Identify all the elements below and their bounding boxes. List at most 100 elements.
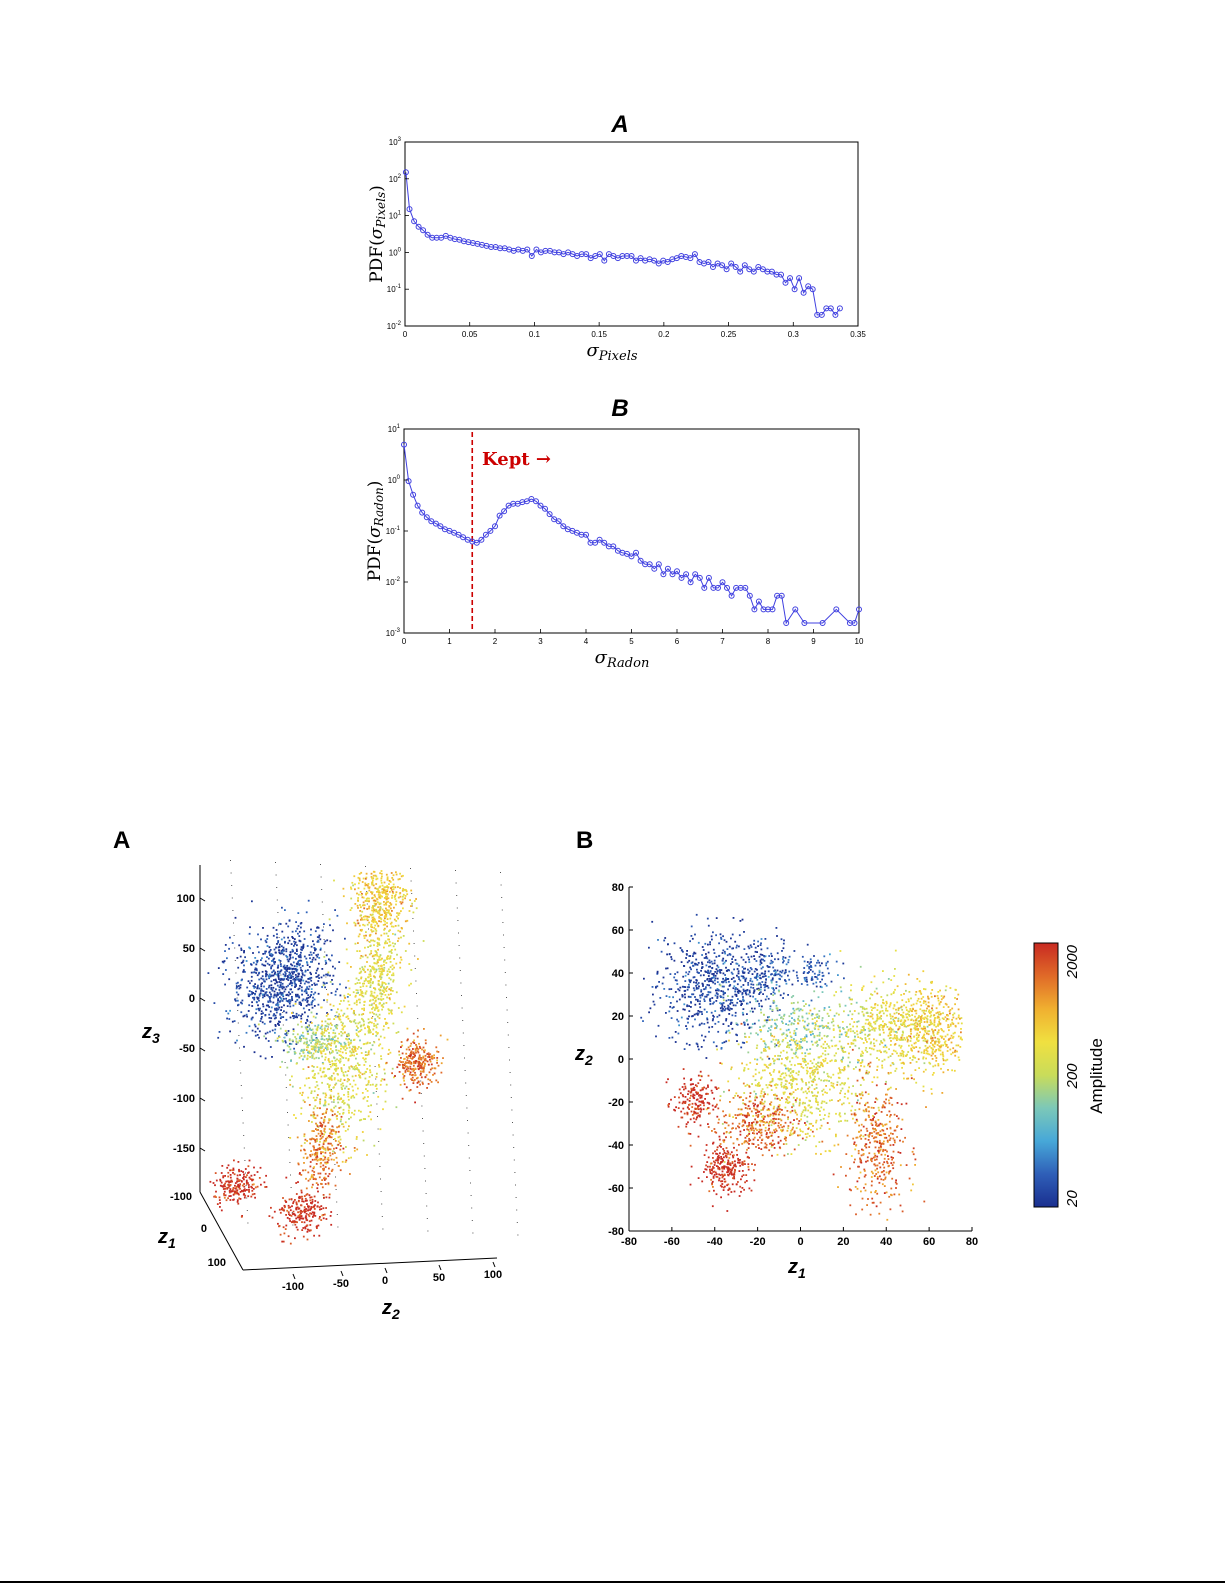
scatter-point: [401, 1044, 404, 1047]
scatter-point: [729, 1001, 732, 1004]
scatter-point: [247, 1010, 250, 1012]
scatter-point: [655, 986, 657, 989]
scatter-point: [312, 1214, 315, 1217]
scatter-point: [312, 1047, 315, 1050]
scatter-point: [330, 1109, 333, 1111]
grid-dot: [410, 880, 412, 882]
scatter-point: [373, 1041, 376, 1044]
scatter-point: [319, 1140, 321, 1143]
scatter-point: [315, 1012, 318, 1015]
scatter-point: [307, 1206, 310, 1209]
scatter-point: [373, 909, 375, 912]
scatter-point: [394, 886, 397, 889]
scatter-point: [264, 1032, 267, 1035]
scatter-point: [252, 992, 255, 994]
scatter-point: [266, 945, 269, 947]
scatter-point: [668, 988, 671, 991]
scatter-point: [318, 1143, 321, 1146]
scatter-point: [710, 1011, 713, 1014]
scatter-point: [291, 1075, 293, 1078]
scatter-point: [382, 1108, 384, 1111]
scatter-point: [267, 1000, 270, 1003]
scatter-point: [281, 951, 284, 953]
scatter-point: [754, 946, 757, 949]
scatter-point: [315, 1041, 318, 1044]
scatter-point: [297, 975, 300, 978]
scatter-point: [404, 897, 406, 900]
scatter-point: [285, 985, 288, 988]
scatter-point: [427, 1078, 430, 1081]
scatter-point: [299, 980, 302, 982]
scatter-point: [747, 1023, 749, 1026]
scatter-point: [398, 1053, 401, 1056]
scatter-point: [381, 875, 383, 878]
scatter-point: [346, 1038, 349, 1041]
data-point: [732, 264, 739, 270]
scatter-point: [236, 1177, 239, 1180]
scatter-point: [772, 999, 775, 1002]
scatter-point: [227, 1186, 230, 1189]
scatter-point: [259, 1007, 261, 1010]
scatter-point: [642, 1020, 644, 1022]
scatter-point: [390, 949, 393, 951]
scatter-point: [711, 977, 714, 979]
scatter-point: [237, 993, 240, 996]
scatter-point: [384, 886, 386, 889]
scatter-point: [368, 921, 370, 924]
scatter-point: [398, 1060, 401, 1062]
scatter-point: [406, 893, 409, 896]
scatter-point: [265, 950, 267, 953]
scatter-point: [346, 1047, 348, 1050]
scatter-point: [292, 967, 294, 970]
scatter-point: [265, 941, 268, 944]
scatter-point: [735, 995, 738, 997]
data-point: [701, 584, 708, 591]
data-point: [601, 539, 608, 546]
scatter-point: [384, 1090, 387, 1093]
scatter-point: [821, 978, 823, 981]
data-point: [633, 549, 639, 556]
scatter-point: [295, 1037, 298, 1040]
scatter-point: [373, 1144, 376, 1147]
scatter-point: [371, 1074, 373, 1077]
scatter-point: [386, 879, 389, 881]
scatter-point: [349, 994, 351, 996]
scatter-point: [316, 1084, 319, 1087]
scatter-point: [307, 1077, 310, 1079]
scatter-point: [232, 1187, 235, 1189]
scatter-point: [386, 895, 388, 898]
grid-dot: [465, 1095, 467, 1096]
scatter-point: [691, 937, 694, 940]
grid-dot: [240, 1072, 242, 1074]
data-point: [782, 279, 789, 286]
scatter-point: [274, 1039, 277, 1042]
y-axis-label-a: PDF(σPixels): [367, 185, 388, 283]
scatter-point: [389, 881, 392, 883]
scatter-point: [296, 953, 298, 955]
scatter-point: [264, 1186, 267, 1188]
scatter-point: [792, 995, 795, 997]
scatter-point: [688, 980, 691, 982]
scatter-point: [399, 895, 402, 898]
scatter-point: [288, 1002, 291, 1005]
scatter-point: [409, 1062, 412, 1065]
scatter-point: [346, 996, 349, 998]
scatter-point: [750, 955, 753, 958]
scatter-point: [257, 1023, 260, 1026]
scatter-point: [709, 1000, 712, 1003]
grid-dot: [282, 1024, 284, 1026]
scatter-point: [694, 952, 697, 955]
scatter-point: [332, 1038, 334, 1040]
scatter-point: [322, 1159, 325, 1162]
scatter-point: [740, 1000, 742, 1003]
scatter-point: [379, 906, 382, 909]
scatter-point: [306, 1054, 309, 1057]
scatter-point: [242, 1171, 244, 1173]
scatter-point: [729, 984, 732, 986]
scatter-point: [277, 1022, 280, 1025]
scatter-point: [305, 957, 308, 960]
scatter-point: [686, 950, 688, 952]
scatter-point: [366, 939, 369, 942]
scatter-point: [377, 943, 379, 945]
